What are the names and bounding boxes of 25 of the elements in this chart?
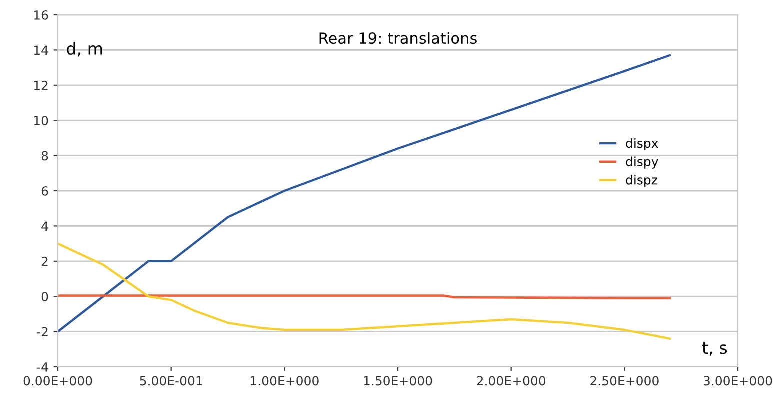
x-tick-label: 2.00E+000 bbox=[477, 376, 546, 386]
x-tick-label: 0.00E+000 bbox=[24, 376, 92, 386]
x-tick-label: 1.00E+000 bbox=[251, 376, 319, 386]
text: Rear 19: translations bbox=[320, 32, 477, 44]
y-axis-title: d, m bbox=[67, 42, 102, 57]
y-tick-label: 12 bbox=[34, 80, 48, 90]
y-tick-label: 6 bbox=[42, 186, 48, 196]
y-tick-label: 0 bbox=[42, 292, 48, 302]
y-tick-label: -4 bbox=[37, 362, 48, 372]
x-axis-title: t, s bbox=[702, 342, 727, 356]
y-tick-label: 14 bbox=[34, 46, 48, 55]
x-tick-label: 5.00E-001 bbox=[140, 376, 202, 386]
y-tick-label: 16 bbox=[34, 10, 48, 20]
y-tick-label: 2 bbox=[42, 256, 48, 266]
legend-label: dispy bbox=[626, 156, 658, 169]
y-tick-label: 10 bbox=[34, 116, 48, 126]
y-tick-label: 4 bbox=[42, 222, 48, 231]
x-tick-label: 1.50E+000 bbox=[364, 376, 432, 386]
y-tick-label: -2 bbox=[37, 327, 48, 337]
legend-label: dispx bbox=[626, 138, 658, 151]
x-tick-label: 3.00E+000 bbox=[704, 376, 772, 386]
legend-label: dispz bbox=[626, 175, 658, 188]
y-tick-label: 8 bbox=[42, 151, 48, 161]
x-tick-label: 2.50E+000 bbox=[590, 376, 659, 386]
line-series bbox=[58, 242, 672, 340]
